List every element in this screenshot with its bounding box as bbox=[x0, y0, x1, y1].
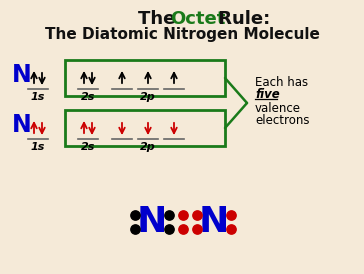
Point bbox=[166, 227, 172, 231]
Text: valence: valence bbox=[255, 102, 301, 116]
Point bbox=[194, 227, 200, 231]
Text: 2p: 2p bbox=[140, 142, 156, 152]
Text: N: N bbox=[12, 113, 32, 137]
Point bbox=[194, 213, 200, 217]
Text: 2s: 2s bbox=[81, 92, 95, 102]
Text: Octet: Octet bbox=[170, 10, 225, 28]
Text: 2s: 2s bbox=[81, 142, 95, 152]
Bar bbox=[65, 110, 225, 146]
Text: The Diatomic Nitrogen Molecule: The Diatomic Nitrogen Molecule bbox=[44, 27, 320, 42]
Point bbox=[166, 213, 172, 217]
Text: 2p: 2p bbox=[140, 92, 156, 102]
Point bbox=[132, 227, 138, 231]
Text: 1s: 1s bbox=[31, 142, 45, 152]
Text: Each has: Each has bbox=[255, 76, 308, 90]
Text: 1s: 1s bbox=[31, 92, 45, 102]
Text: Rule:: Rule: bbox=[212, 10, 270, 28]
Bar bbox=[65, 60, 225, 96]
Text: electrons: electrons bbox=[255, 115, 309, 127]
Point bbox=[132, 213, 138, 217]
Text: N: N bbox=[12, 63, 32, 87]
Text: N: N bbox=[199, 205, 229, 239]
Text: N: N bbox=[137, 205, 167, 239]
Text: five: five bbox=[255, 89, 280, 101]
Point bbox=[180, 227, 186, 231]
Point bbox=[228, 213, 234, 217]
Point bbox=[228, 227, 234, 231]
Text: The: The bbox=[138, 10, 182, 28]
Point bbox=[180, 213, 186, 217]
